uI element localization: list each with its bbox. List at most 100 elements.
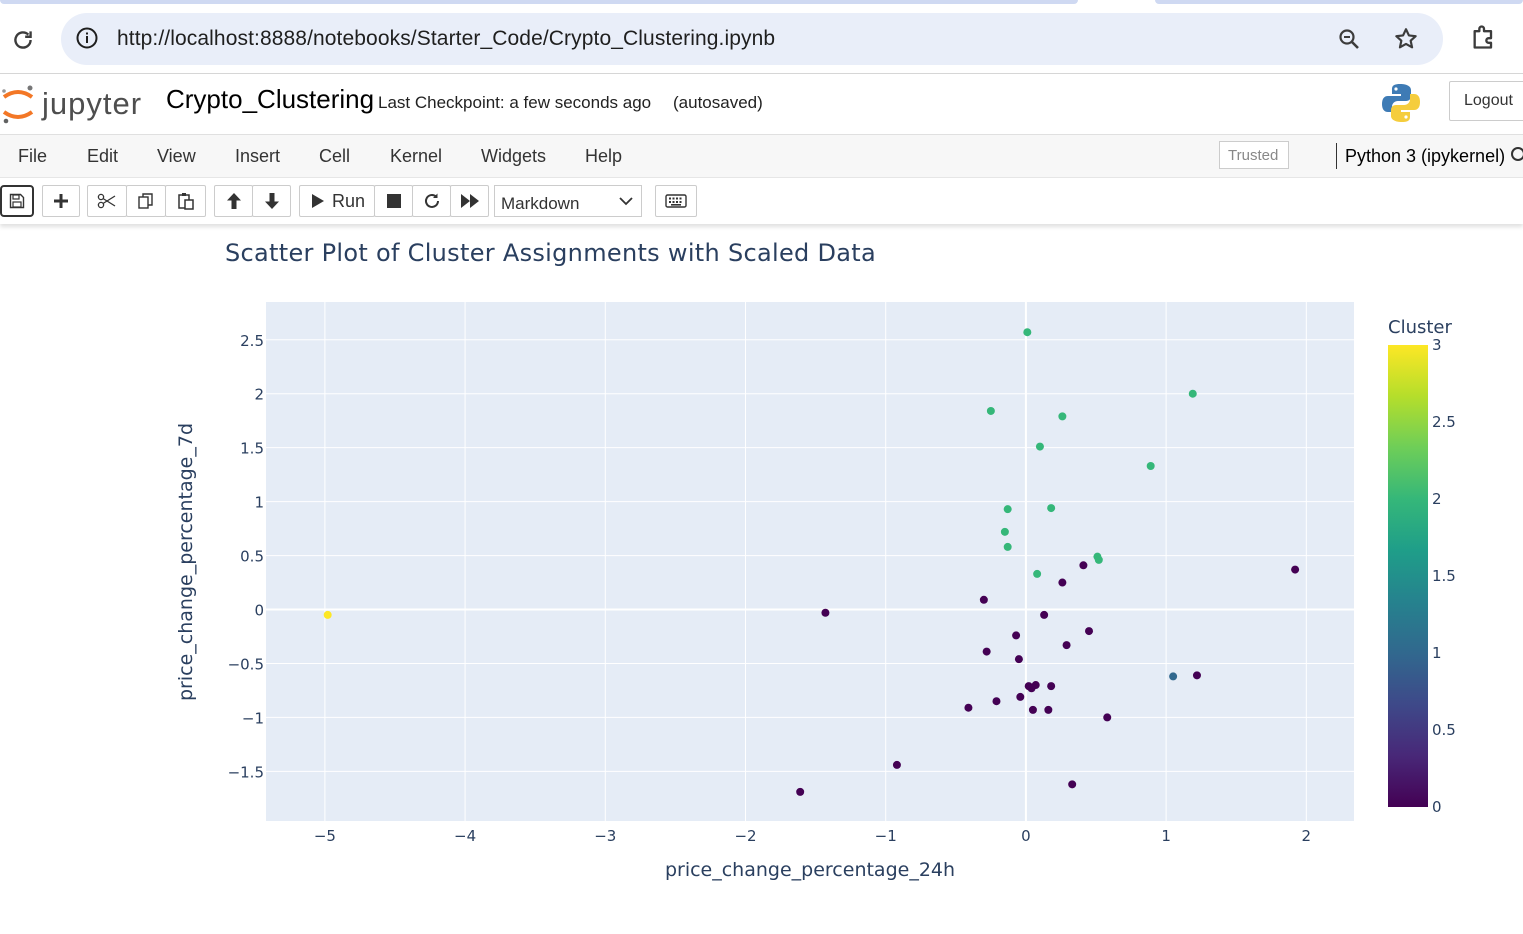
data-point[interactable] [1169, 672, 1178, 681]
paste-icon [177, 193, 194, 210]
arrow-down-icon [264, 193, 279, 209]
data-point[interactable] [1188, 389, 1197, 398]
y-tick-label: −1.5 [228, 763, 264, 781]
x-axis-label: price_change_percentage_24h [665, 859, 955, 881]
data-point[interactable] [1003, 542, 1012, 551]
data-point[interactable] [1033, 569, 1042, 578]
info-icon[interactable] [75, 26, 99, 50]
data-point[interactable] [1192, 671, 1201, 680]
data-point[interactable] [1062, 641, 1071, 650]
jupyter-logo-text: jupyter [42, 86, 143, 121]
keyboard-icon [665, 194, 687, 208]
data-point[interactable] [1079, 561, 1088, 570]
data-point[interactable] [1047, 682, 1056, 691]
paste-button[interactable] [165, 185, 206, 217]
data-point[interactable] [796, 787, 805, 796]
data-point[interactable] [1014, 655, 1023, 664]
save-icon [9, 193, 25, 209]
data-point[interactable] [1047, 504, 1056, 513]
data-point[interactable] [323, 610, 332, 619]
menu-insert[interactable]: Insert [235, 146, 281, 166]
colorbar-tick-label: 2 [1432, 490, 1442, 508]
menu-edit[interactable]: Edit [87, 146, 119, 166]
browser-tab[interactable] [0, 0, 1078, 4]
data-point[interactable] [1058, 578, 1067, 587]
jupyter-header: jupyter Crypto_Clustering Last Checkpoin… [0, 74, 1523, 135]
scatter-chart[interactable]: −5 −4 −3 −2 −1 0 1 2 −1.5 −1 −0.5 0 0.5 1 1.5 2 2.5 pri… [0, 225, 1523, 934]
data-point[interactable] [979, 595, 988, 604]
data-point[interactable] [1146, 462, 1155, 471]
data-point[interactable] [1044, 705, 1053, 714]
interrupt-button[interactable] [374, 185, 413, 217]
data-point[interactable] [1085, 627, 1094, 636]
menu-bar: File Edit View Insert Cell Kernel Widget… [0, 135, 1523, 178]
move-up-button[interactable] [214, 185, 253, 217]
y-tick-label: 0.5 [240, 548, 264, 566]
colorbar [1388, 345, 1428, 807]
y-axis-ticks: −1.5 −1 −0.5 0 0.5 1 1.5 2 2.5 [228, 332, 264, 782]
data-point[interactable] [1040, 610, 1049, 619]
browser-tab[interactable] [1155, 0, 1523, 4]
run-button[interactable]: Run [299, 185, 375, 217]
address-bar[interactable]: http://localhost:8888/notebooks/Starter_… [61, 13, 1443, 65]
play-icon [312, 194, 324, 208]
restart-run-all-button[interactable] [450, 185, 489, 217]
y-tick-label: 0 [254, 602, 264, 620]
data-point[interactable] [1035, 442, 1044, 451]
menu-widgets[interactable]: Widgets [481, 146, 547, 166]
bookmark-star-icon[interactable] [1393, 26, 1419, 52]
data-point[interactable] [986, 406, 995, 415]
data-point[interactable] [982, 647, 991, 656]
data-point[interactable] [1291, 565, 1300, 574]
logout-button[interactable]: Logout [1449, 81, 1523, 121]
save-button[interactable] [0, 185, 34, 217]
jupyter-logo[interactable]: jupyter [0, 82, 150, 126]
data-point[interactable] [1103, 713, 1112, 722]
notebook-toolbar: Run Markdown [0, 178, 1523, 224]
arrow-up-icon [226, 193, 241, 209]
menu-help[interactable]: Help [585, 146, 623, 166]
colorbar-tick-label: 2.5 [1432, 413, 1456, 431]
data-point[interactable] [992, 697, 1001, 706]
notebook-title[interactable]: Crypto_Clustering [166, 84, 375, 114]
data-point[interactable] [1068, 780, 1077, 789]
data-points [323, 328, 1300, 796]
reload-icon[interactable] [10, 27, 36, 53]
data-point[interactable] [1000, 527, 1009, 536]
data-point[interactable] [1012, 631, 1021, 640]
data-point[interactable] [1023, 328, 1032, 337]
cell-type-select[interactable]: Markdown [494, 185, 642, 217]
kernel-name[interactable]: Python 3 (ipykernel) [1345, 146, 1506, 166]
data-point[interactable] [892, 760, 901, 769]
copy-button[interactable] [126, 185, 166, 217]
extensions-icon[interactable] [1470, 23, 1498, 51]
data-point[interactable] [1058, 412, 1067, 421]
trusted-badge[interactable]: Trusted [1219, 141, 1289, 169]
data-point[interactable] [1003, 505, 1012, 514]
restart-button[interactable] [412, 185, 451, 217]
kernel-status-icon [1511, 147, 1523, 161]
zoom-icon[interactable] [1337, 27, 1361, 51]
menu-file[interactable]: File [18, 146, 48, 166]
insert-cell-button[interactable] [42, 185, 80, 217]
command-palette-button[interactable] [655, 185, 697, 217]
url-text[interactable]: http://localhost:8888/notebooks/Starter_… [117, 27, 776, 50]
data-point[interactable] [1016, 692, 1025, 701]
colorbar-tick-label: 1.5 [1432, 567, 1456, 585]
autosave-status: (autosaved) [673, 93, 763, 112]
menu-view[interactable]: View [157, 146, 196, 166]
cut-button[interactable] [87, 185, 127, 217]
data-point[interactable] [964, 703, 973, 712]
data-point[interactable] [821, 608, 830, 617]
y-tick-label: 2 [254, 386, 264, 404]
move-down-button[interactable] [252, 185, 291, 217]
data-point[interactable] [1028, 705, 1037, 714]
menu-cell[interactable]: Cell [319, 146, 351, 166]
x-tick-label: −4 [454, 827, 476, 845]
checkpoint-status: Last Checkpoint: a few seconds ago [378, 93, 652, 112]
data-point[interactable] [1027, 684, 1036, 693]
data-point[interactable] [1094, 555, 1103, 564]
grid [266, 302, 1354, 821]
menu-kernel[interactable]: Kernel [390, 146, 443, 166]
colorbar-tick-label: 3 [1432, 336, 1442, 354]
